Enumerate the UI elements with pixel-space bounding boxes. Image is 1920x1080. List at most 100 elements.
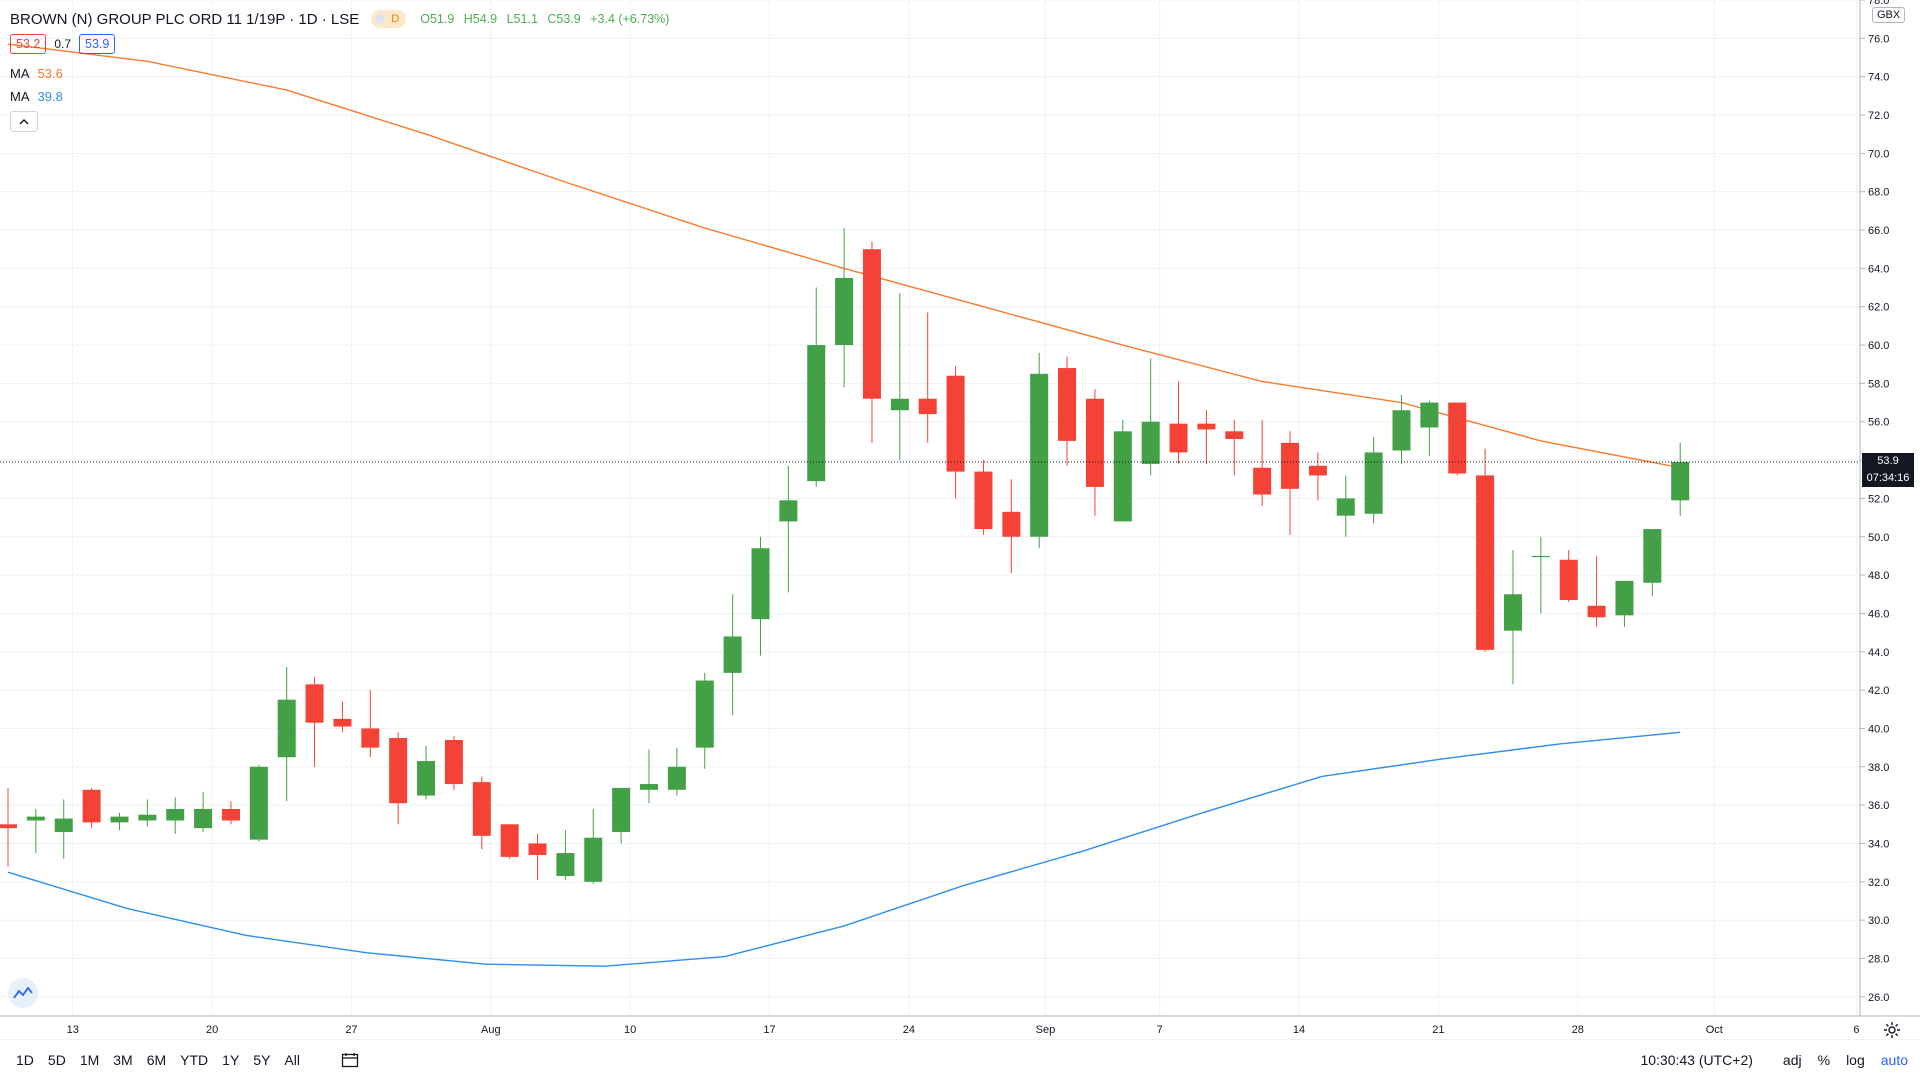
- currency-badge[interactable]: GBX: [1872, 7, 1906, 23]
- candle-2020-08-11[interactable]: [640, 749, 659, 804]
- bid-price[interactable]: 53.2: [10, 34, 47, 54]
- candle-2020-08-26[interactable]: [946, 366, 965, 499]
- candle-2020-08-07[interactable]: [584, 808, 603, 884]
- candle-2020-09-08[interactable]: [1169, 381, 1188, 464]
- range-button-5d[interactable]: 5D: [47, 1052, 66, 1068]
- candle-2020-08-25[interactable]: [918, 312, 937, 443]
- candle-2020-09-07[interactable]: [1141, 358, 1160, 476]
- candle-2020-07-20[interactable]: [194, 791, 213, 832]
- candle-2020-09-15[interactable]: [1308, 452, 1327, 501]
- candle-2020-08-19[interactable]: [807, 287, 826, 487]
- candle-2020-08-10[interactable]: [612, 787, 631, 844]
- candle-2020-08-24[interactable]: [890, 293, 909, 461]
- price-tick-label: 78.0: [1868, 0, 1889, 7]
- range-button-3m[interactable]: 3M: [113, 1052, 133, 1068]
- candle-2020-08-21[interactable]: [862, 241, 881, 443]
- tradingview-logo-icon: [13, 986, 33, 999]
- log-toggle[interactable]: log: [1846, 1052, 1865, 1068]
- chart-settings-button[interactable]: [1880, 1020, 1904, 1040]
- range-button-5y[interactable]: 5Y: [253, 1052, 271, 1068]
- chart-area[interactable]: 26.0 28.0 30.0 32.0 34.0 36.0 38.0 40.0 42.0 44.0…: [0, 0, 1920, 1040]
- candle-2020-09-28[interactable]: [1559, 550, 1578, 602]
- ma-legend-2[interactable]: MA 39.8: [10, 89, 63, 104]
- candle-2020-07-09[interactable]: [0, 787, 17, 867]
- candle-2020-07-16[interactable]: [138, 799, 157, 827]
- goto-date-button[interactable]: [341, 1052, 359, 1068]
- candle-2020-08-04[interactable]: [500, 824, 519, 859]
- candle-2020-07-28[interactable]: [361, 690, 380, 758]
- range-button-1y[interactable]: 1Y: [222, 1052, 240, 1068]
- candle-2020-08-12[interactable]: [667, 747, 686, 796]
- candle-2020-07-13[interactable]: [54, 799, 73, 859]
- candle-2020-07-30[interactable]: [417, 745, 436, 800]
- candle-2020-09-25[interactable]: [1531, 536, 1550, 614]
- candle-2020-09-17[interactable]: [1364, 437, 1383, 524]
- price-chart[interactable]: 26.0 28.0 30.0 32.0 34.0 36.0 38.0 40.0 42.0 44.0…: [0, 0, 1920, 1040]
- candle-2020-09-30[interactable]: [1615, 580, 1634, 627]
- candle-2020-09-18[interactable]: [1392, 394, 1411, 464]
- candle-body: [1197, 423, 1216, 430]
- range-button-ytd[interactable]: YTD: [180, 1052, 209, 1068]
- candle-2020-07-21[interactable]: [221, 801, 240, 825]
- adj-toggle[interactable]: adj: [1782, 1052, 1802, 1068]
- candle-2020-07-14[interactable]: [82, 787, 101, 829]
- candle-2020-07-23[interactable]: [277, 667, 296, 802]
- ma-legend-1[interactable]: MA 53.6: [10, 66, 63, 81]
- candle-body: [1587, 605, 1606, 618]
- market-status-badge[interactable]: D: [371, 10, 407, 28]
- candle-2020-07-17[interactable]: [166, 797, 185, 834]
- candle-2020-08-13[interactable]: [695, 672, 714, 769]
- ma-value: 53.6: [37, 66, 63, 81]
- candle-2020-07-22[interactable]: [249, 764, 268, 842]
- candle-2020-09-23[interactable]: [1476, 448, 1495, 652]
- auto-toggle[interactable]: auto: [1880, 1052, 1908, 1068]
- candle-2020-10-01[interactable]: [1643, 529, 1662, 597]
- candle-2020-08-28[interactable]: [1002, 479, 1021, 574]
- logo-button[interactable]: [8, 978, 38, 1008]
- clock-display[interactable]: 10:30:43 (UTC+2): [1640, 1052, 1753, 1068]
- candle-2020-07-10[interactable]: [26, 808, 45, 854]
- candle-2020-09-14[interactable]: [1281, 431, 1300, 535]
- candle-2020-08-27[interactable]: [974, 460, 993, 535]
- candle-2020-08-14[interactable]: [723, 594, 742, 716]
- candle-2020-09-22[interactable]: [1448, 402, 1467, 476]
- candle-2020-09-09[interactable]: [1197, 410, 1216, 464]
- status-dot-icon: [375, 14, 386, 24]
- candle-2020-07-27[interactable]: [333, 701, 352, 733]
- candle-2020-07-15[interactable]: [110, 812, 129, 831]
- range-button-all[interactable]: All: [284, 1052, 300, 1068]
- candle-2020-09-04[interactable]: [1113, 419, 1132, 522]
- ask-price[interactable]: 53.9: [79, 34, 116, 54]
- candle-2020-09-16[interactable]: [1336, 475, 1355, 537]
- candle-2020-07-29[interactable]: [389, 732, 408, 825]
- range-button-6m[interactable]: 6M: [146, 1052, 167, 1068]
- range-button-1m[interactable]: 1M: [79, 1052, 100, 1068]
- candle-2020-09-10[interactable]: [1225, 419, 1244, 476]
- symbol-title[interactable]: BROWN (N) GROUP PLC ORD 11 1/19P · 1D · …: [10, 10, 360, 28]
- candle-2020-08-03[interactable]: [472, 776, 491, 850]
- candle-2020-08-18[interactable]: [779, 465, 798, 593]
- ma-value: 39.8: [37, 89, 63, 104]
- candle-2020-07-31[interactable]: [444, 736, 463, 790]
- range-button-1d[interactable]: 1D: [16, 1052, 34, 1068]
- candle-2020-09-29[interactable]: [1587, 555, 1606, 627]
- candle-2020-07-24[interactable]: [305, 676, 324, 767]
- ma-label: MA: [10, 89, 30, 104]
- candle-2020-08-20[interactable]: [835, 228, 854, 388]
- candle-2020-09-11[interactable]: [1253, 419, 1272, 507]
- collapse-legend-button[interactable]: [10, 111, 38, 132]
- candle-body: [1002, 511, 1021, 537]
- candle-2020-10-02[interactable]: [1671, 442, 1690, 516]
- candle-2020-08-05[interactable]: [528, 833, 547, 880]
- candle-2020-09-03[interactable]: [1085, 389, 1104, 516]
- candle-2020-08-06[interactable]: [556, 830, 575, 880]
- candle-2020-09-01[interactable]: [1030, 352, 1049, 549]
- percent-toggle[interactable]: %: [1817, 1052, 1831, 1068]
- candle-2020-08-17[interactable]: [751, 536, 770, 656]
- ma-line-2[interactable]: [7, 731, 1681, 967]
- candle-2020-09-02[interactable]: [1058, 356, 1077, 466]
- candle-2020-09-21[interactable]: [1420, 400, 1439, 457]
- candle-body: [751, 548, 770, 620]
- low-value: L51.1: [506, 12, 538, 26]
- candle-2020-09-24[interactable]: [1503, 550, 1522, 685]
